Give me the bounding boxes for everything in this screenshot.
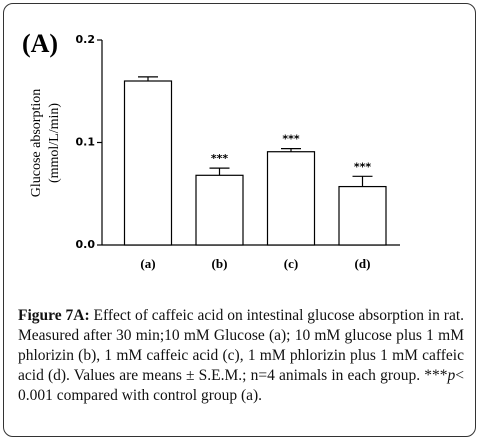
- bar: [195, 174, 244, 246]
- y-axis-label: (mmol/L/min): [47, 103, 62, 183]
- significance-label: ***: [354, 160, 372, 173]
- significance-label: ***: [282, 133, 300, 146]
- x-tick-label: (d): [355, 256, 371, 271]
- caption-label: Figure 7A:: [18, 307, 90, 324]
- y-axis-label: Glucose absorption: [29, 89, 44, 197]
- caption-italic: p: [447, 367, 456, 384]
- y-tick-label: 0.1: [76, 136, 96, 149]
- y-tick-label: 0.0: [76, 238, 96, 251]
- panel-label: (A): [22, 29, 58, 58]
- chart: (A) Glucose absorption (mmol/L/min) 0.0 0…: [22, 29, 400, 271]
- bar: [123, 80, 173, 246]
- x-tick-label: (a): [140, 256, 155, 271]
- caption-text: Effect of caffeic acid on intestinal glu…: [18, 307, 465, 384]
- bar: [338, 185, 387, 246]
- y-tick-label: 0.2: [76, 33, 96, 46]
- figure-frame: [3, 3, 476, 437]
- x-tick-label: (c): [284, 256, 298, 271]
- caption: Figure 7A: Effect of caffeic acid on int…: [18, 306, 464, 406]
- bar: [266, 151, 316, 246]
- significance-label: ***: [211, 152, 229, 165]
- x-tick-label: (b): [212, 256, 228, 271]
- caption-text: < 0.001 compared with control group (a).: [18, 367, 464, 404]
